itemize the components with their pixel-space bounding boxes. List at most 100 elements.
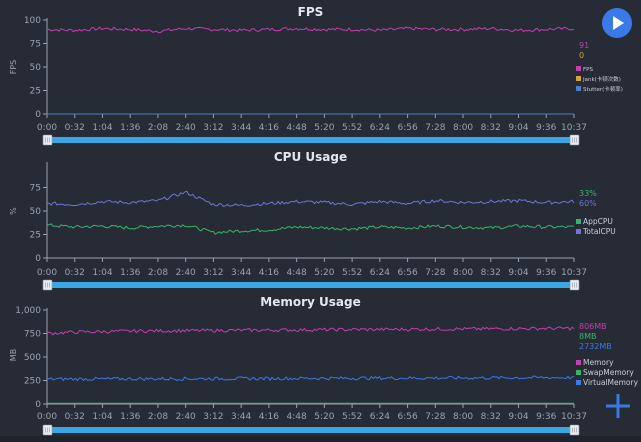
x-tick-label: 4:48 (287, 412, 307, 422)
y-tick-label: 1,000 (15, 306, 41, 316)
x-tick-label: 6:24 (370, 123, 390, 133)
x-tick-label: 9:04 (508, 268, 528, 278)
current-value-label: 8MB (579, 332, 596, 341)
x-tick-label: 2:40 (176, 123, 196, 133)
y-axis-label: FPS (9, 60, 18, 75)
x-tick-label: 5:52 (342, 412, 362, 422)
current-value-label: 2732MB (579, 342, 612, 351)
current-value-label: 0 (579, 51, 584, 60)
x-tick-label: 3:12 (203, 123, 223, 133)
y-tick-label: 250 (24, 377, 41, 387)
x-tick-label: 5:20 (314, 268, 334, 278)
y-tick-label: 25 (30, 231, 41, 241)
y-tick-label: 75 (30, 184, 41, 194)
x-tick-label: 0:32 (65, 268, 85, 278)
x-tick-label: 7:28 (425, 412, 445, 422)
chart-title: CPU Usage (274, 150, 347, 164)
legend-swatch (576, 380, 581, 385)
series-line (46, 375, 575, 382)
x-tick-label: 7:28 (425, 123, 445, 133)
series-line (46, 26, 575, 34)
legend-label: Stutter(卡顿率) (583, 85, 623, 93)
x-tick-label: 2:08 (148, 268, 168, 278)
x-tick-label: 4:48 (287, 268, 307, 278)
y-tick-label: 100 (24, 16, 41, 26)
chart-title: FPS (298, 5, 324, 19)
y-tick-label: 75 (30, 40, 41, 50)
plus-icon (606, 394, 630, 418)
x-tick-label: 8:32 (481, 412, 501, 422)
y-tick-label: 500 (24, 353, 41, 363)
x-tick-label: 4:16 (259, 123, 279, 133)
x-tick-label: 3:12 (203, 268, 223, 278)
x-tick-label: 9:36 (536, 123, 556, 133)
x-tick-label: 4:16 (259, 412, 279, 422)
x-tick-label: 6:56 (397, 412, 417, 422)
current-value-label: 91 (579, 41, 589, 50)
x-tick-label: 2:40 (176, 268, 196, 278)
x-tick-label: 0:00 (37, 123, 57, 133)
x-tick-label: 4:48 (287, 123, 307, 133)
legend-label: Jank(卡顿次数) (582, 75, 621, 83)
x-tick-label: 6:24 (370, 412, 390, 422)
series-line (46, 190, 575, 207)
chart-title: Memory Usage (260, 295, 360, 309)
y-axis-label: MB (9, 349, 18, 361)
legend-label: SwapMemory (583, 368, 634, 377)
x-tick-label: 3:44 (231, 123, 251, 133)
x-tick-label: 0:00 (37, 412, 57, 422)
series-line (46, 326, 575, 336)
legend-label: VirtualMemory (583, 378, 639, 387)
x-tick-label: 1:36 (120, 268, 140, 278)
y-tick-label: 750 (24, 330, 41, 340)
x-tick-label: 5:52 (342, 123, 362, 133)
x-tick-label: 8:00 (453, 412, 473, 422)
range-slider-track (47, 282, 574, 288)
x-tick-label: 7:28 (425, 268, 445, 278)
legend-swatch (576, 66, 581, 71)
x-tick-label: 1:04 (92, 268, 112, 278)
x-tick-label: 1:36 (120, 412, 140, 422)
x-tick-label: 8:32 (481, 123, 501, 133)
legend-swatch (576, 229, 581, 234)
play-icon (613, 16, 624, 30)
x-tick-label: 1:04 (92, 412, 112, 422)
add-button[interactable] (604, 392, 632, 420)
y-tick-label: 0 (35, 400, 41, 410)
x-tick-label: 9:36 (536, 412, 556, 422)
legend-swatch (576, 370, 581, 375)
x-tick-label: 9:04 (508, 412, 528, 422)
y-tick-label: 0 (35, 254, 41, 264)
current-value-label: 33% (579, 189, 597, 198)
x-tick-label: 3:12 (203, 412, 223, 422)
legend-label: TotalCPU (582, 227, 616, 236)
x-tick-label: 4:16 (259, 268, 279, 278)
x-tick-label: 10:37 (561, 412, 587, 422)
legend-swatch (576, 219, 581, 224)
x-tick-label: 9:04 (508, 123, 528, 133)
x-tick-label: 10:37 (561, 123, 587, 133)
range-slider-track (47, 427, 574, 433)
play-button[interactable] (602, 8, 632, 38)
x-tick-label: 8:32 (481, 268, 501, 278)
x-tick-label: 2:40 (176, 412, 196, 422)
y-tick-label: 50 (30, 63, 42, 73)
x-tick-label: 8:00 (453, 268, 473, 278)
legend-label: Memory (583, 358, 614, 367)
x-tick-label: 0:00 (37, 268, 57, 278)
x-tick-label: 5:52 (342, 268, 362, 278)
x-tick-label: 9:36 (536, 268, 556, 278)
x-tick-label: 5:20 (314, 123, 334, 133)
legend-swatch (576, 86, 581, 91)
x-tick-label: 6:56 (397, 123, 417, 133)
legend-label: AppCPU (583, 217, 613, 226)
legend-swatch (576, 360, 581, 365)
x-tick-label: 6:56 (397, 268, 417, 278)
x-tick-label: 5:20 (314, 412, 334, 422)
bottom-strip (0, 436, 641, 442)
y-tick-label: 50 (30, 207, 42, 217)
legend-swatch (576, 76, 581, 81)
x-tick-label: 3:44 (231, 412, 251, 422)
x-tick-label: 3:44 (231, 268, 251, 278)
